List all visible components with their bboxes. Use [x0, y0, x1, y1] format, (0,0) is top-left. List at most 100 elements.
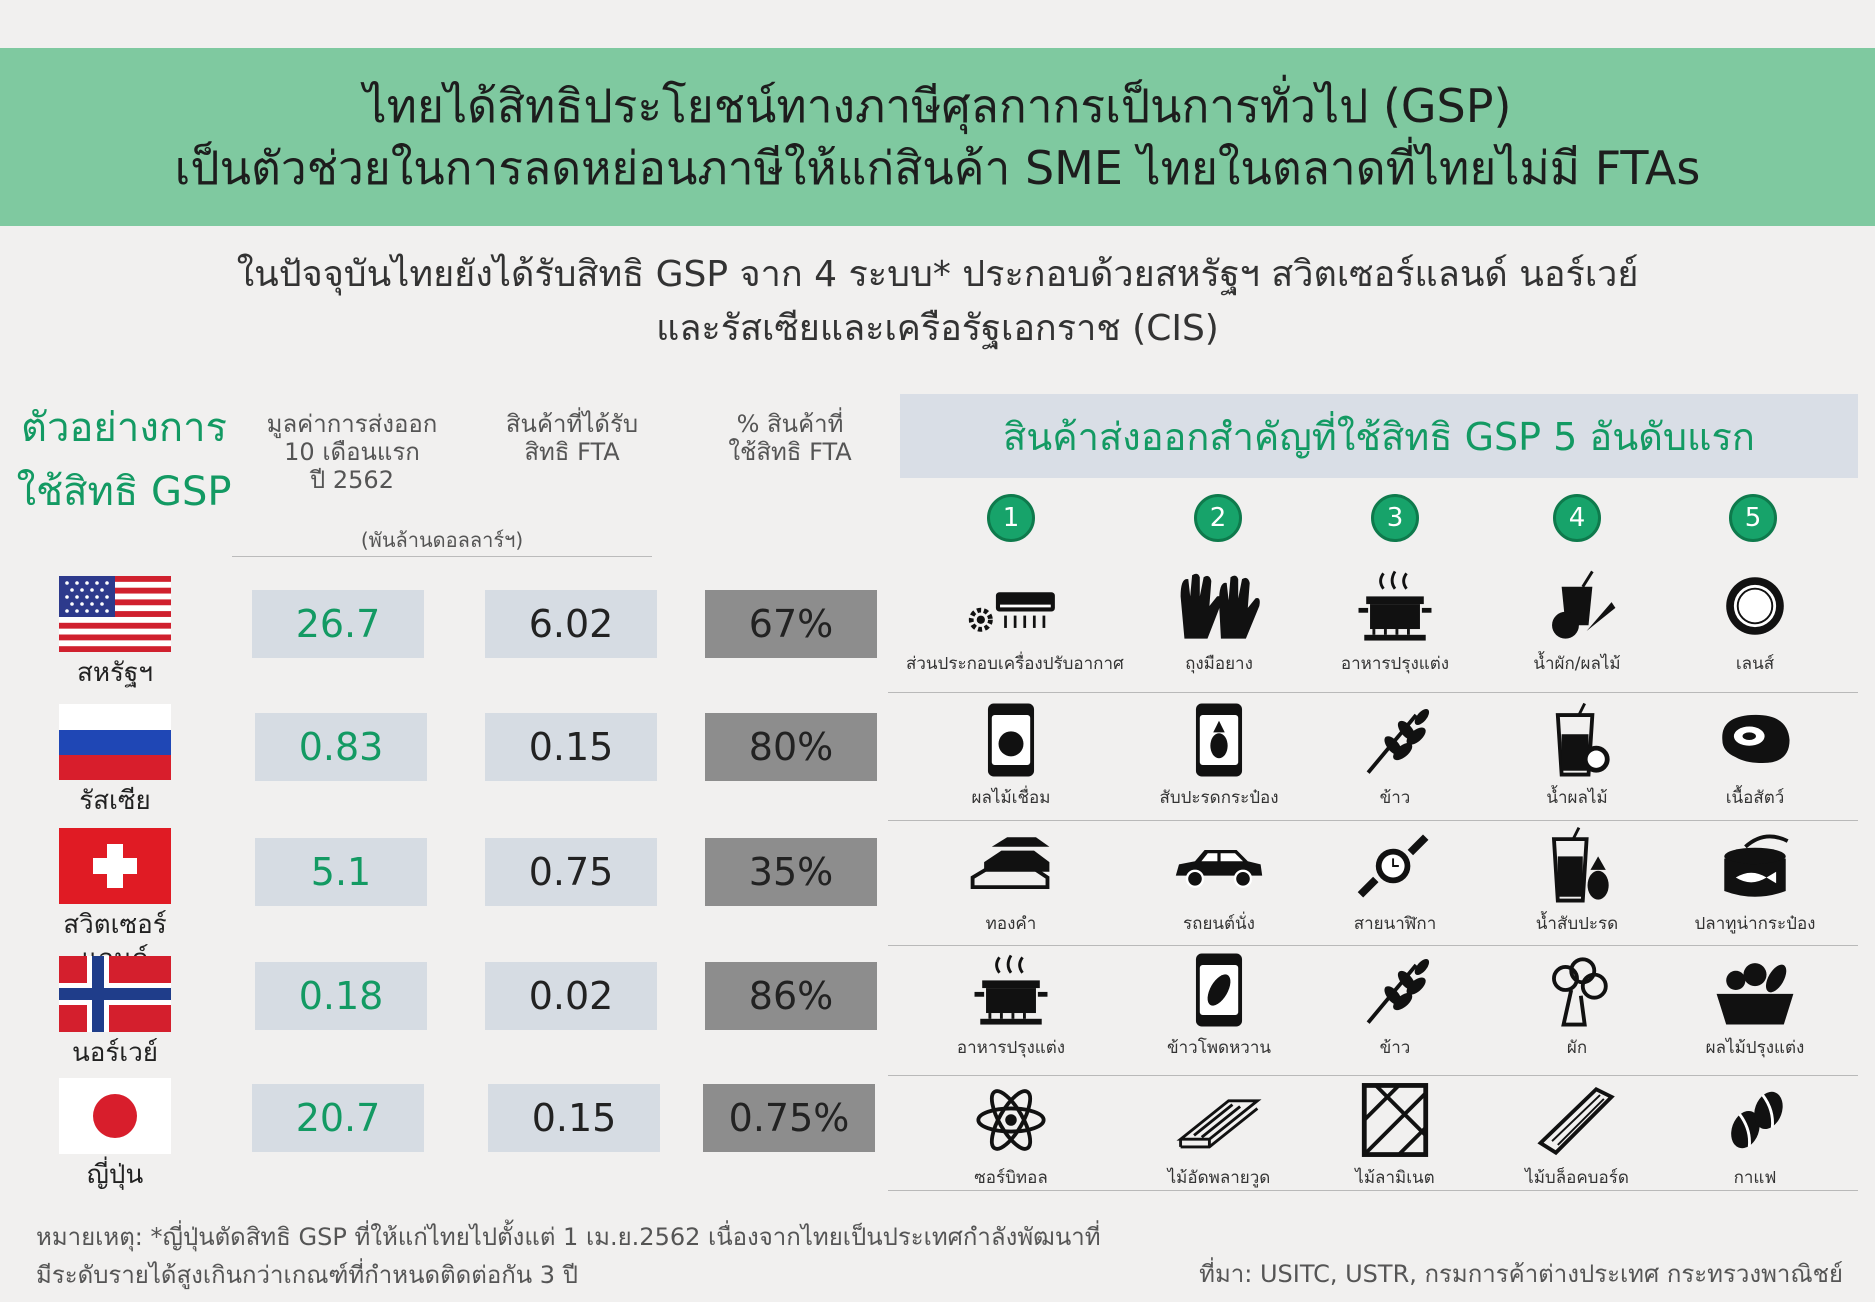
- side-title-line-2: ใช้สิทธิ GSP: [16, 469, 232, 515]
- product-label: ผลไม้ปรุงแต่ง: [1705, 1038, 1805, 1058]
- product-item: ไม้บล็อคบอร์ด: [1472, 1080, 1682, 1191]
- row-divider: [888, 945, 1858, 946]
- product-label: สายนาฬิกา: [1353, 914, 1437, 934]
- lens-icon: [1726, 577, 1784, 635]
- row-divider: [888, 1190, 1858, 1191]
- product-label: ไม้อัดพลายวูด: [1167, 1168, 1271, 1188]
- product-label: น้ำสับปะรด: [1535, 914, 1619, 934]
- norway-flag-icon: [59, 956, 171, 1032]
- product-label: ผัก: [1566, 1038, 1588, 1058]
- product-label: ไม้ลามิเนต: [1355, 1168, 1435, 1188]
- rank-badge: 1: [987, 494, 1035, 542]
- export-value-cell: 20.7: [252, 1084, 424, 1152]
- fta-goods-cell: 0.15: [488, 1084, 660, 1152]
- footnote-line-1: หมายเหตุ: *ญี่ปุ่นตัดสิทธิ GSP ที่ให้แก่…: [36, 1223, 1101, 1251]
- fta-percent-cell: 67%: [705, 590, 877, 658]
- product-item: น้ำผลไม้: [1472, 700, 1682, 811]
- column-header-fta-goods: สินค้าที่ได้รับ สิทธิ FTA: [482, 410, 662, 466]
- product-item: ผลไม้เชื่อม: [906, 700, 1116, 811]
- fta-percent-cell: 86%: [705, 962, 877, 1030]
- product-label: น้ำผลไม้: [1546, 788, 1608, 808]
- country-name: รัสเซีย: [79, 786, 151, 816]
- product-label: เลนส์: [1735, 654, 1775, 674]
- title-banner: ไทยได้สิทธิประโยชน์ทางภาษีศุลกากรเป็นการ…: [0, 48, 1875, 226]
- fruit-vegetable-juice-icon: [1552, 570, 1616, 639]
- export-value-cell: 5.1: [255, 838, 427, 906]
- column-header-fta-percent: % สินค้าที่ ใช้สิทธิ FTA: [700, 410, 880, 466]
- usa-flag-icon: [59, 576, 171, 652]
- product-label: ข้าว: [1379, 788, 1411, 808]
- product-item: ผัก: [1472, 950, 1682, 1061]
- unit-label: (พันล้านดอลลาร์ฯ): [360, 528, 524, 552]
- product-label: เนื้อสัตว์: [1725, 788, 1785, 808]
- product-item: ข้าว: [1290, 950, 1500, 1061]
- product-label: ข้าว: [1379, 1038, 1411, 1058]
- candied-fruit-jar-icon: [987, 703, 1035, 777]
- air-conditioner-gear-icon: [968, 592, 1055, 632]
- fta-goods-cell: 6.02: [485, 590, 657, 658]
- fta-goods-cell: 0.75: [485, 838, 657, 906]
- product-item: น้ำสับปะรด: [1472, 826, 1682, 937]
- product-item: น้ำผัก/ผลไม้: [1472, 566, 1682, 677]
- canned-pineapple-icon: [1195, 703, 1243, 777]
- product-item: ผลไม้ปรุงแต่ง: [1650, 950, 1860, 1061]
- fta-goods-cell: 0.02: [485, 962, 657, 1030]
- canned-corn-icon: [1195, 953, 1243, 1027]
- product-item: อาหารปรุงแต่ง: [906, 950, 1116, 1061]
- row-divider: [888, 692, 1858, 693]
- title-line-1: ไทยได้สิทธิประโยชน์ทางภาษีศุลกากรเป็นการ…: [363, 79, 1512, 133]
- header-divider: [232, 556, 652, 557]
- footnote-line-2: มีระดับรายได้สูงเกินกว่าเกณฑ์ที่กำหนดติด…: [36, 1261, 578, 1289]
- rank-badge: 5: [1729, 494, 1777, 542]
- gold-bars-icon: [970, 837, 1050, 890]
- product-label: ข้าวโพดหวาน: [1166, 1038, 1271, 1058]
- product-item: สับปะรดกระป๋อง: [1114, 700, 1324, 811]
- product-item: สายนาฬิกา: [1290, 826, 1500, 937]
- column-header-line: สิทธิ FTA: [524, 438, 620, 466]
- product-label: ทองคำ: [985, 914, 1037, 934]
- broccoli-icon: [1552, 957, 1608, 1027]
- fruit-basket-icon: [1716, 963, 1794, 1025]
- subtitle-line-2: และรัสเซียและเครือรัฐเอกราช (CIS): [656, 308, 1219, 349]
- subtitle-line-1: ในปัจจุบันไทยยังได้รับสิทธิ GSP จาก 4 ระ…: [236, 254, 1639, 295]
- country-name: สหรัฐฯ: [77, 658, 153, 688]
- title-line-2: เป็นตัวช่วยในการลดหย่อนภาษีให้แก่สินค้า …: [174, 141, 1701, 195]
- japan-flag-icon: [59, 1078, 171, 1154]
- country-russia: รัสเซีย: [30, 704, 200, 818]
- cooking-pot-icon: [974, 954, 1048, 1025]
- product-label: กาแฟ: [1733, 1168, 1777, 1188]
- atom-icon: [976, 1089, 1046, 1151]
- meat-icon: [1722, 714, 1790, 764]
- column-header-line: ปี 2562: [310, 466, 394, 494]
- source-note: ที่มา: USITC, USTR, กรมการค้าต่างประเทศ …: [1199, 1260, 1843, 1288]
- column-header-export-value: มูลค่าการส่งออก 10 เดือนแรก ปี 2562: [252, 410, 452, 494]
- rank-badge: 3: [1371, 494, 1419, 542]
- fta-percent-cell: 80%: [705, 713, 877, 781]
- coffee-beans-icon: [1731, 1091, 1783, 1149]
- rubber-gloves-icon: [1180, 573, 1260, 639]
- plywood-icon: [1176, 1099, 1262, 1149]
- canned-tuna-icon: [1724, 834, 1789, 897]
- country-japan: ญี่ปุ่น: [30, 1078, 200, 1192]
- country-usa: สหรัฐฯ: [30, 576, 200, 690]
- product-label: ซอร์บิทอล: [974, 1168, 1048, 1188]
- export-value-cell: 26.7: [252, 590, 424, 658]
- column-header-line: % สินค้าที่: [736, 410, 844, 438]
- product-label: ถุงมือยาง: [1185, 654, 1253, 674]
- product-label: ส่วนประกอบเครื่องปรับอากาศ: [906, 654, 1124, 674]
- row-divider: [888, 1075, 1858, 1076]
- rank-badge: 4: [1553, 494, 1601, 542]
- export-value-cell: 0.18: [255, 962, 427, 1030]
- product-label: รถยนต์นั่ง: [1183, 914, 1255, 934]
- product-item: ข้าว: [1290, 700, 1500, 811]
- column-header-line: ใช้สิทธิ FTA: [728, 438, 852, 466]
- product-item: เลนส์: [1650, 566, 1860, 677]
- row-divider: [888, 820, 1858, 821]
- product-item: ไม้ลามิเนต: [1290, 1080, 1500, 1191]
- export-value-cell: 0.83: [255, 713, 427, 781]
- rank-badge: 2: [1194, 494, 1242, 542]
- product-label: ผลไม้เชื่อม: [971, 788, 1051, 808]
- product-label: สับปะรดกระป๋อง: [1159, 788, 1279, 808]
- product-label: ไม้บล็อคบอร์ด: [1525, 1168, 1629, 1188]
- product-item: ปลาทูน่ากระป๋อง: [1650, 826, 1860, 937]
